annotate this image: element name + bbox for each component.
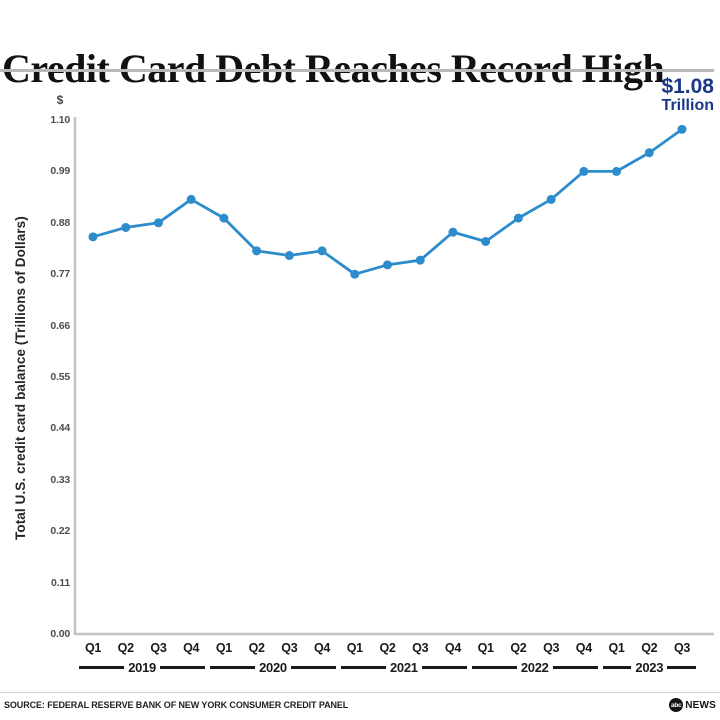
peak-annotation: $1.08 Trillion xyxy=(661,75,714,115)
x-tick-label: Q4 xyxy=(314,641,331,655)
y-tick-label: 0.33 xyxy=(50,473,70,486)
x-tick-label: Q1 xyxy=(84,641,102,655)
year-dash xyxy=(421,666,467,669)
x-tick-label: Q3 xyxy=(150,641,167,655)
data-point xyxy=(350,269,360,279)
x-tick-label: Q4 xyxy=(183,641,200,655)
x-tick-label: Q3 xyxy=(281,641,298,655)
data-point xyxy=(546,194,556,204)
y-tick-label: 0.88 xyxy=(50,216,70,229)
data-point xyxy=(88,232,98,242)
x-tick-label: Q2 xyxy=(379,641,396,655)
year-dash xyxy=(290,666,337,669)
x-tick-label: Q3 xyxy=(412,641,429,655)
data-point xyxy=(579,166,589,176)
year-dash xyxy=(552,666,598,669)
data-point xyxy=(284,251,294,261)
abc-news-logo: abc NEWS xyxy=(669,698,716,712)
x-tick-label: Q4 xyxy=(444,641,461,655)
data-point xyxy=(153,218,163,228)
year-label: 2022 xyxy=(520,660,549,675)
y-axis-unit: $ xyxy=(56,93,64,107)
x-tick-label: Q1 xyxy=(608,641,625,655)
series-line xyxy=(92,128,683,276)
x-tick-label: Q3 xyxy=(673,641,691,655)
year-dash xyxy=(471,666,517,669)
y-tick-label: 0.66 xyxy=(50,319,70,332)
year-dash xyxy=(159,666,206,669)
peak-value: $1.08 xyxy=(661,75,714,98)
year-dash xyxy=(209,666,256,669)
data-point xyxy=(415,255,425,265)
x-tick-label: Q1 xyxy=(215,641,232,655)
y-tick-label: 0.77 xyxy=(50,268,70,281)
data-point xyxy=(448,227,458,237)
year-group-2023: 2023 xyxy=(602,660,696,675)
year-label: 2019 xyxy=(128,660,156,675)
year-dash xyxy=(340,666,386,669)
y-tick-label: 0.55 xyxy=(50,371,70,383)
data-point xyxy=(121,222,131,232)
x-tick-label: Q1 xyxy=(346,641,363,655)
y-tick-label: 1.10 xyxy=(50,114,70,126)
x-tick-label: Q2 xyxy=(117,641,134,655)
chart-title: Credit Card Debt Reaches Record High xyxy=(2,45,665,91)
year-group-2022: 2022 xyxy=(471,660,598,675)
year-label: 2023 xyxy=(635,660,664,675)
peak-unit: Trillion xyxy=(661,97,714,115)
y-tick-label: 0.44 xyxy=(50,422,70,435)
year-label: 2020 xyxy=(259,660,287,675)
y-tick-label: 0.11 xyxy=(50,576,70,589)
y-tick-label: 0.00 xyxy=(50,628,70,640)
data-point xyxy=(252,246,262,256)
x-tick-label: Q3 xyxy=(543,641,560,655)
abc-news-wordmark: NEWS xyxy=(685,699,716,711)
footer-divider xyxy=(0,692,720,693)
year-dash xyxy=(667,666,696,669)
year-group-2019: 2019 xyxy=(79,660,206,675)
year-dash xyxy=(602,666,632,669)
source-credit: SOURCE: FEDERAL RESERVE BANK OF NEW YORK… xyxy=(4,700,349,710)
data-point xyxy=(219,213,229,223)
data-point xyxy=(186,194,196,204)
year-group-2021: 2021 xyxy=(340,660,467,675)
data-point xyxy=(481,236,491,246)
data-point xyxy=(677,124,687,134)
y-tick-label: 0.99 xyxy=(50,165,70,178)
x-tick-label: Q1 xyxy=(477,641,494,655)
x-tick-label: Q2 xyxy=(510,641,527,655)
data-point xyxy=(513,213,523,223)
year-dash xyxy=(79,666,125,669)
y-tick-label: 0.22 xyxy=(50,525,70,538)
x-tick-label: Q2 xyxy=(248,641,265,655)
title-divider xyxy=(0,69,714,72)
x-tick-label: Q2 xyxy=(641,641,658,655)
data-point xyxy=(317,246,327,256)
data-point xyxy=(383,260,392,270)
data-point xyxy=(644,148,654,158)
year-group-2020: 2020 xyxy=(209,660,337,675)
abc-logo-icon: abc xyxy=(669,698,684,712)
x-tick-label: Q4 xyxy=(575,641,592,655)
data-point xyxy=(612,166,622,176)
year-label: 2021 xyxy=(389,660,418,675)
